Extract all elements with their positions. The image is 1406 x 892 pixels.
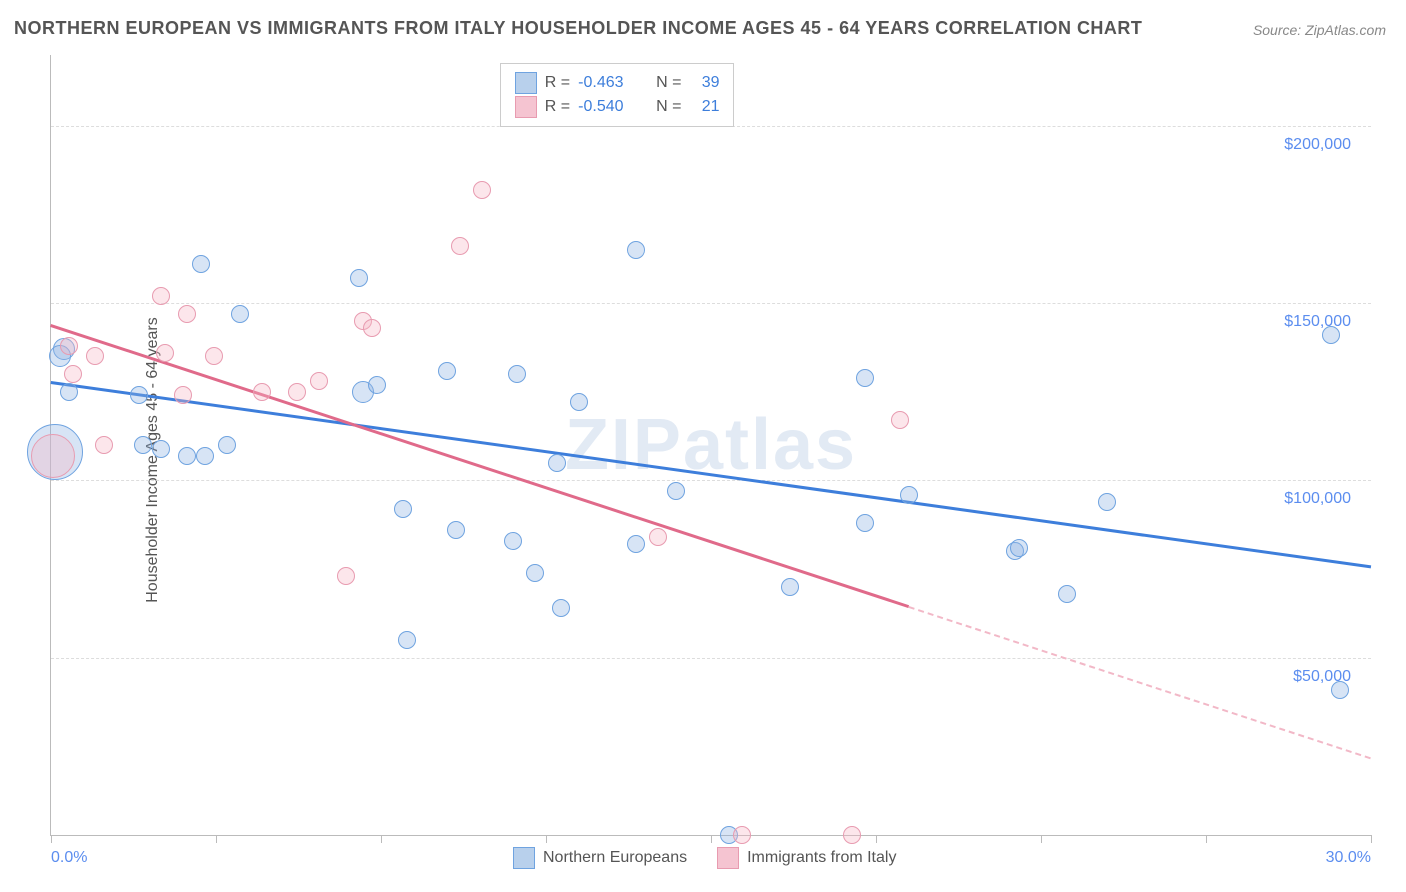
data-point bbox=[130, 386, 148, 404]
source-label: Source: ZipAtlas.com bbox=[1253, 22, 1386, 38]
data-point bbox=[1322, 326, 1340, 344]
data-point bbox=[451, 237, 469, 255]
x-tick bbox=[381, 835, 382, 843]
x-tick bbox=[1041, 835, 1042, 843]
legend-label: Immigrants from Italy bbox=[747, 849, 896, 867]
data-point bbox=[856, 514, 874, 532]
data-point bbox=[548, 454, 566, 472]
data-point bbox=[95, 436, 113, 454]
data-point bbox=[178, 447, 196, 465]
chart-container: Householder Income Ages 45 - 64 years ZI… bbox=[0, 55, 1406, 865]
legend-item: Immigrants from Italy bbox=[717, 847, 896, 869]
n-value: 21 bbox=[689, 98, 719, 116]
data-point bbox=[218, 436, 236, 454]
r-label: R = bbox=[545, 98, 570, 116]
x-tick bbox=[711, 835, 712, 843]
data-point bbox=[781, 578, 799, 596]
chart-title: NORTHERN EUROPEAN VS IMMIGRANTS FROM ITA… bbox=[14, 18, 1142, 39]
data-point bbox=[310, 372, 328, 390]
data-point bbox=[733, 826, 751, 844]
data-point bbox=[86, 347, 104, 365]
x-min-label: 0.0% bbox=[51, 849, 87, 867]
series-legend: Northern Europeans Immigrants from Italy bbox=[513, 847, 896, 869]
data-point bbox=[843, 826, 861, 844]
r-value: -0.540 bbox=[578, 98, 648, 116]
data-point bbox=[231, 305, 249, 323]
data-point bbox=[134, 436, 152, 454]
data-point bbox=[627, 535, 645, 553]
legend-item: Northern Europeans bbox=[513, 847, 687, 869]
data-point bbox=[192, 255, 210, 273]
data-point bbox=[394, 500, 412, 518]
data-point bbox=[31, 434, 75, 478]
data-point bbox=[152, 440, 170, 458]
data-point bbox=[508, 365, 526, 383]
legend-swatch bbox=[717, 847, 739, 869]
n-label: N = bbox=[656, 98, 681, 116]
y-tick-label: $200,000 bbox=[1284, 136, 1351, 154]
data-point bbox=[504, 532, 522, 550]
data-point bbox=[205, 347, 223, 365]
data-point bbox=[627, 241, 645, 259]
legend-label: Northern Europeans bbox=[543, 849, 687, 867]
data-point bbox=[552, 599, 570, 617]
data-point bbox=[363, 319, 381, 337]
data-point bbox=[253, 383, 271, 401]
data-point bbox=[368, 376, 386, 394]
x-tick bbox=[1206, 835, 1207, 843]
legend-swatch bbox=[515, 72, 537, 94]
data-point bbox=[447, 521, 465, 539]
data-point bbox=[1010, 539, 1028, 557]
data-point bbox=[60, 337, 78, 355]
x-tick bbox=[1371, 835, 1372, 843]
data-point bbox=[350, 269, 368, 287]
legend-row: R = -0.540 N = 21 bbox=[515, 96, 720, 118]
data-point bbox=[856, 369, 874, 387]
plot-area: ZIPatlas $50,000$100,000$150,000$200,000… bbox=[50, 55, 1371, 836]
data-point bbox=[196, 447, 214, 465]
y-tick-label: $100,000 bbox=[1284, 490, 1351, 508]
legend-swatch bbox=[515, 96, 537, 118]
data-point bbox=[900, 486, 918, 504]
gridline bbox=[51, 303, 1371, 304]
data-point bbox=[649, 528, 667, 546]
n-label: N = bbox=[656, 74, 681, 92]
x-max-label: 30.0% bbox=[1326, 849, 1371, 867]
gridline bbox=[51, 658, 1371, 659]
correlation-legend: R = -0.463 N = 39 R = -0.540 N = 21 bbox=[500, 63, 735, 127]
data-point bbox=[174, 386, 192, 404]
data-point bbox=[337, 567, 355, 585]
data-point bbox=[60, 383, 78, 401]
data-point bbox=[64, 365, 82, 383]
data-point bbox=[438, 362, 456, 380]
r-label: R = bbox=[545, 74, 570, 92]
data-point bbox=[178, 305, 196, 323]
data-point bbox=[288, 383, 306, 401]
trend-line bbox=[50, 324, 909, 608]
data-point bbox=[152, 287, 170, 305]
data-point bbox=[1098, 493, 1116, 511]
x-tick bbox=[51, 835, 52, 843]
x-tick bbox=[546, 835, 547, 843]
data-point bbox=[398, 631, 416, 649]
data-point bbox=[473, 181, 491, 199]
r-value: -0.463 bbox=[578, 74, 648, 92]
gridline bbox=[51, 480, 1371, 481]
x-tick bbox=[876, 835, 877, 843]
legend-swatch bbox=[513, 847, 535, 869]
data-point bbox=[570, 393, 588, 411]
data-point bbox=[891, 411, 909, 429]
y-tick-label: $150,000 bbox=[1284, 313, 1351, 331]
data-point bbox=[156, 344, 174, 362]
legend-row: R = -0.463 N = 39 bbox=[515, 72, 720, 94]
data-point bbox=[667, 482, 685, 500]
data-point bbox=[526, 564, 544, 582]
n-value: 39 bbox=[689, 74, 719, 92]
data-point bbox=[1331, 681, 1349, 699]
data-point bbox=[1058, 585, 1076, 603]
x-tick bbox=[216, 835, 217, 843]
